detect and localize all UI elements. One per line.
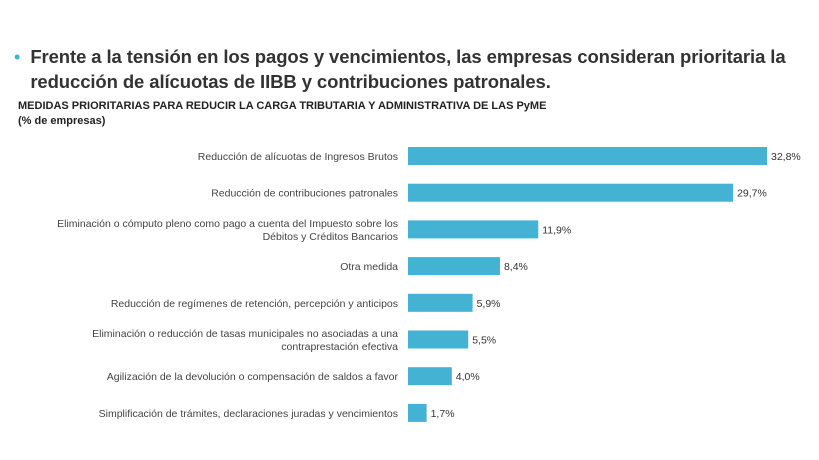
category-label-1: Reducción de contribuciones patronales <box>211 188 398 200</box>
category-label-5-line-0: Eliminación o reducción de tasas municip… <box>92 328 398 340</box>
bar-3 <box>408 257 500 276</box>
chart-subtitle: (% de empresas) <box>18 115 106 127</box>
headline: • Frente a la tensión en los pagos y ven… <box>14 44 814 94</box>
data-label-2: 11,9% <box>542 224 571 236</box>
data-label-4: 5,9% <box>477 298 501 310</box>
bar-4 <box>408 293 473 312</box>
data-label-5: 5,5% <box>472 335 496 347</box>
data-label-1: 29,7% <box>737 188 767 200</box>
bar-5 <box>408 330 469 349</box>
category-label-6: Agilización de la devolución o compensac… <box>107 371 399 383</box>
category-label-4: Reducción de regímenes de retención, per… <box>111 298 398 310</box>
category-label-5-line-1: contraprestación efectiva <box>281 341 398 353</box>
category-label-3: Otra medida <box>340 261 398 273</box>
data-label-0: 32,8% <box>771 151 801 163</box>
bar-1 <box>408 183 734 202</box>
data-label-3: 8,4% <box>504 261 528 273</box>
headline-text: Frente a la tensión en los pagos y venci… <box>30 46 786 92</box>
chart-title: MEDIDAS PRIORITARIAS PARA REDUCIR LA CAR… <box>18 100 547 112</box>
bar-0 <box>408 147 767 165</box>
bar-6 <box>408 367 452 386</box>
category-label-0: Reducción de alícuotas de Ingresos Bruto… <box>198 151 398 163</box>
category-label-2-line-1: Débitos y Créditos Bancarios <box>263 231 398 243</box>
bar-7 <box>408 403 427 422</box>
category-label-7: Simplificación de trámites, declaracione… <box>99 408 398 420</box>
data-label-6: 4,0% <box>456 371 480 383</box>
headline-bullet: • <box>14 47 21 67</box>
data-label-7: 1,7% <box>431 408 455 420</box>
bar-2 <box>408 220 539 239</box>
category-label-2-line-0: Eliminación o cómputo pleno como pago a … <box>57 218 398 230</box>
